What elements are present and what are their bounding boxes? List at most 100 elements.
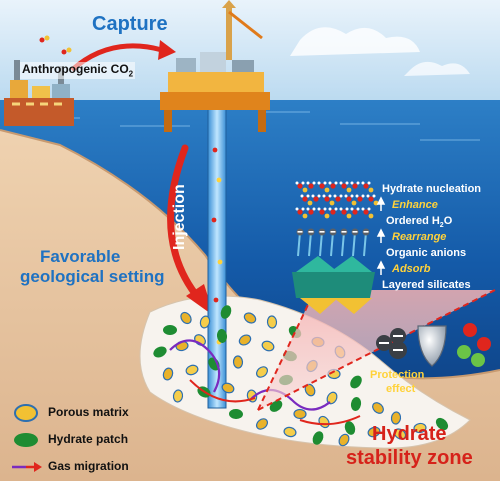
gas-migration-path xyxy=(189,379,256,403)
porous-grain xyxy=(243,312,257,324)
water-oxygen xyxy=(297,183,303,189)
water-oxygen xyxy=(335,196,341,202)
water-hydrogen xyxy=(334,181,338,185)
water-hydrogen xyxy=(323,181,327,185)
porous-grain xyxy=(393,428,407,440)
hydrate-patch xyxy=(153,346,167,358)
legend-gas-migration-icon xyxy=(12,462,42,472)
porous-grain xyxy=(172,389,184,403)
water-hydrogen xyxy=(328,207,332,211)
water-oxygen xyxy=(341,209,347,215)
water-hydrogen xyxy=(345,181,349,185)
zoom-line xyxy=(257,289,496,411)
ion-sphere-icon xyxy=(376,328,407,359)
anion-chain xyxy=(297,231,301,257)
co2-molecule xyxy=(307,200,313,206)
water-oxygen xyxy=(341,183,347,189)
water-hydrogen xyxy=(306,207,310,211)
hydrate-patch xyxy=(269,400,283,412)
porous-grain xyxy=(261,340,275,352)
water-subscript: 2 xyxy=(439,222,444,230)
step-organic-anions: Organic anions xyxy=(386,247,467,259)
porous-grain xyxy=(180,311,192,325)
step-ordered-water: Ordered H2O xyxy=(386,215,453,230)
capture-arrowhead xyxy=(158,40,176,60)
water-oxygen xyxy=(302,196,308,202)
hydrate-patch xyxy=(216,329,228,343)
water-hydrogen xyxy=(350,194,354,198)
water-oxygen xyxy=(357,196,363,202)
co2-molecule xyxy=(324,187,330,193)
water-hydrogen xyxy=(339,207,343,211)
anion-charge xyxy=(330,231,336,233)
water-hydrogen xyxy=(367,207,371,211)
water-hydrogen xyxy=(361,207,365,211)
cloud xyxy=(290,27,420,56)
water-hydrogen xyxy=(345,207,349,211)
porous-grain xyxy=(367,426,381,438)
anion-chain xyxy=(341,231,345,257)
water-oxygen xyxy=(297,209,303,215)
gas-migration-path xyxy=(169,339,221,393)
porous-grain xyxy=(283,426,297,438)
co2-molecule xyxy=(368,187,374,193)
porous-grain xyxy=(221,382,235,394)
hydrate-zone-label-line1: Hydrate xyxy=(372,423,447,445)
porous-grain xyxy=(266,315,278,329)
water-hydrogen xyxy=(306,181,310,185)
water-oxygen xyxy=(313,196,319,202)
legend-hydrate-patch-icon xyxy=(14,433,38,447)
porous-grain xyxy=(255,366,269,378)
co2-molecule xyxy=(368,213,374,219)
anion-charge xyxy=(308,231,314,233)
water-suffix: O xyxy=(443,215,453,227)
co2-molecule xyxy=(346,187,352,193)
water-hydrogen xyxy=(312,181,316,185)
water-oxygen xyxy=(319,209,325,215)
water-oxygen xyxy=(330,209,336,215)
ion-sphere-icon xyxy=(457,323,491,367)
co2-molecule xyxy=(324,213,330,219)
water-oxygen xyxy=(363,209,369,215)
water-hydrogen xyxy=(300,194,304,198)
co2-subscript: 2 xyxy=(128,69,134,79)
anion-chain xyxy=(330,231,334,257)
hydrate-patch xyxy=(344,421,356,435)
layered-silicate-sheet xyxy=(292,256,375,314)
water-hydrogen xyxy=(312,207,316,211)
water-hydrogen xyxy=(328,181,332,185)
water-oxygen xyxy=(346,196,352,202)
water-oxygen xyxy=(308,209,314,215)
water-hydrogen xyxy=(355,194,359,198)
water-hydrogen xyxy=(333,194,337,198)
water-hydrogen xyxy=(361,181,365,185)
co2-molecule xyxy=(302,187,308,193)
injection-arrowhead xyxy=(186,284,214,316)
transition-enhance: Enhance xyxy=(392,199,438,211)
water-hydrogen xyxy=(323,207,327,211)
water-hydrogen xyxy=(301,181,305,185)
legend-porous-matrix-icon xyxy=(14,404,38,422)
transition-adsorb: Adsorb xyxy=(392,263,431,275)
transition-rearrange: Rearrange xyxy=(392,231,447,243)
porous-grain xyxy=(293,408,307,420)
water-oxygen xyxy=(330,183,336,189)
water-hydrogen xyxy=(322,194,326,198)
water-oxygen xyxy=(363,183,369,189)
water-oxygen xyxy=(308,183,314,189)
hydrate-patch xyxy=(163,325,177,335)
water-hydrogen xyxy=(311,194,315,198)
anion-charge xyxy=(352,231,358,233)
anion-chain xyxy=(308,231,312,257)
co2-molecules-air xyxy=(39,35,72,55)
gas-migration-path xyxy=(249,388,331,411)
porous-grain xyxy=(255,418,269,430)
water-hydrogen xyxy=(317,207,321,211)
water-hydrogen xyxy=(367,181,371,185)
step-hydrate-nucleation: Hydrate nucleation xyxy=(382,183,482,195)
anion-charge xyxy=(341,231,347,233)
hydrate-patch xyxy=(435,417,449,431)
water-hydrogen xyxy=(372,194,376,198)
capture-label: Capture xyxy=(92,13,168,35)
